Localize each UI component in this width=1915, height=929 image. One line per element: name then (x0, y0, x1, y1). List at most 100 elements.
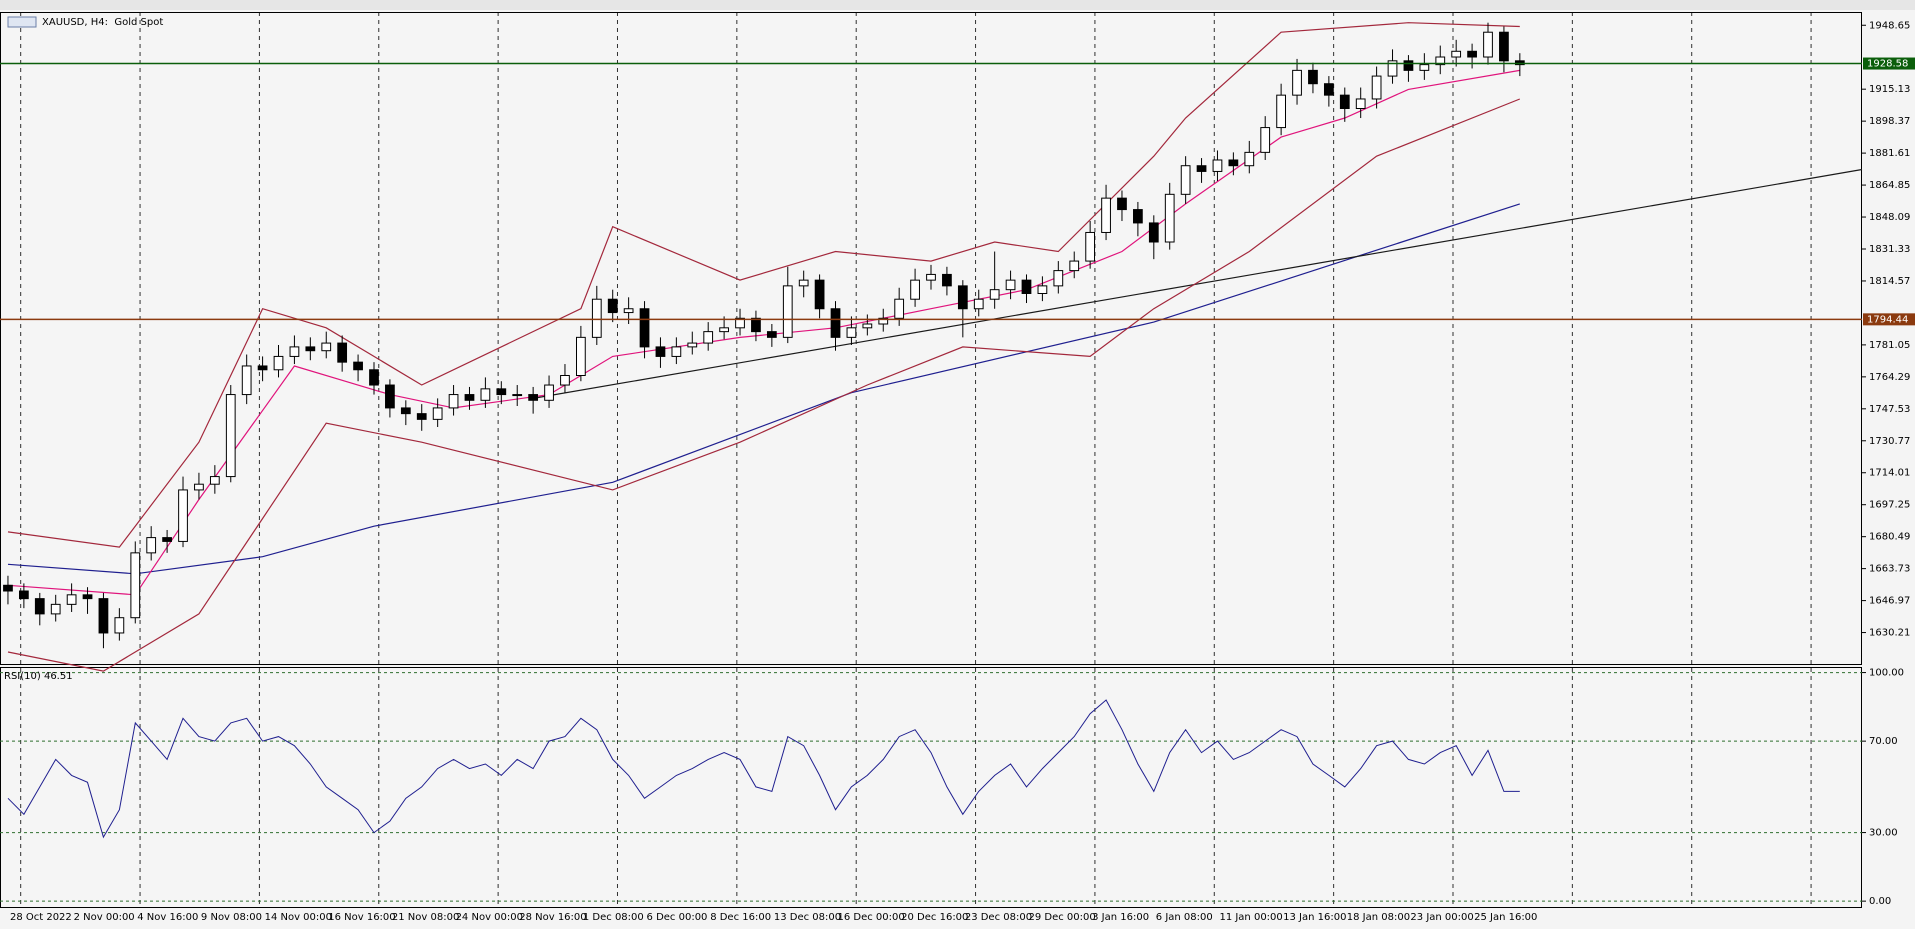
y-tick-label: 1663.73 (1869, 564, 1910, 575)
candle-body (496, 388, 507, 396)
x-tick-label: 9 Nov 08:00 (201, 912, 262, 923)
x-tick-label: 16 Dec 00:00 (838, 912, 905, 923)
candle-body (353, 361, 363, 371)
candle-body (1053, 270, 1064, 287)
x-tick-label: 1 Dec 08:00 (583, 912, 644, 923)
x-tick-label: 29 Dec 00:00 (1028, 912, 1095, 923)
candle-body (194, 483, 204, 491)
indicator-line (7, 22, 1520, 548)
candle-body (1339, 94, 1350, 110)
candle-body (1467, 50, 1477, 58)
candle-body (1148, 222, 1159, 243)
candle-body (607, 298, 618, 314)
x-tick-label: 23 Jan 00:00 (1410, 912, 1473, 923)
y-tick-label: 1781.05 (1869, 340, 1910, 351)
toolbar-strip (0, 0, 1915, 10)
y-tick-label: 1747.53 (1869, 404, 1910, 415)
candle-body (782, 285, 793, 338)
candle-body (878, 317, 889, 325)
candle-body (50, 603, 61, 615)
candle-body (1514, 60, 1525, 66)
x-tick-label: 11 Jan 00:00 (1219, 912, 1282, 923)
candle-body (1276, 94, 1286, 129)
candle-body (703, 331, 714, 344)
candle-body (178, 489, 188, 542)
candle-body (735, 317, 745, 329)
candle-body (1244, 151, 1255, 167)
candle-body (1037, 285, 1048, 294)
candle-body (1021, 279, 1032, 294)
x-tick-label: 21 Nov 08:00 (392, 912, 459, 923)
candle-body (894, 298, 905, 319)
candle-body (1323, 83, 1334, 96)
candle-body (241, 365, 252, 396)
candle-body (18, 590, 29, 600)
y-tick-label: 1630.21 (1869, 628, 1910, 639)
candle-body (257, 365, 268, 371)
candle-body (1483, 31, 1493, 58)
candle-body (130, 552, 141, 619)
candle-body (751, 317, 761, 333)
price-panel (0, 12, 1862, 665)
candle-body (687, 342, 698, 348)
candle-body (798, 279, 809, 287)
candle-body (957, 285, 968, 310)
plot-layer: 1948.65 1915.13 1898.37 1881.61 1864.85 1848.… (0, 12, 1915, 923)
candle-body (273, 355, 284, 371)
x-tick-label: 8 Dec 16:00 (710, 912, 771, 923)
candle-body (34, 598, 45, 615)
candle-body (1196, 165, 1207, 172)
candle-body (1117, 197, 1127, 211)
y-tick-label: 1714.01 (1869, 468, 1910, 479)
candle-body (1260, 127, 1271, 153)
y-tick-label: 1764.29 (1869, 372, 1910, 383)
x-tick-label: 20 Dec 16:00 (901, 912, 968, 923)
candle-body (591, 298, 602, 338)
y-tick-label: 1848.09 (1869, 212, 1910, 223)
candle-body (544, 384, 554, 401)
x-tick-label: 28 Nov 16:00 (519, 912, 586, 923)
candle-body (337, 342, 348, 363)
candle-body (146, 537, 157, 554)
y-tick-label: 1898.37 (1869, 116, 1910, 127)
x-tick-label: 6 Jan 08:00 (1156, 912, 1213, 923)
x-tick-label: 6 Dec 00:00 (647, 912, 708, 923)
y-tick-label: 70.00 (1869, 736, 1898, 747)
candle-body (1451, 50, 1462, 58)
candle-body (1212, 159, 1223, 172)
indicator-line (532, 168, 1863, 399)
candle-body (1292, 69, 1302, 96)
candle-body (1164, 193, 1175, 243)
x-tick-label: 13 Jan 16:00 (1283, 912, 1346, 923)
candle-body (480, 388, 491, 401)
candle-body (1355, 98, 1366, 110)
candle-body (385, 384, 395, 409)
price-level-label: 1928.58 (1867, 59, 1908, 70)
candle-body (321, 342, 332, 352)
candle-body (512, 394, 523, 397)
y-tick-label: 0.00 (1869, 896, 1891, 907)
candle-body (1101, 197, 1111, 233)
rsi-panel (0, 667, 1862, 908)
x-tick-label: 4 Nov 16:00 (137, 912, 198, 923)
y-tick-label: 100.00 (1869, 668, 1904, 679)
candle-body (66, 594, 77, 605)
candle-body (448, 394, 459, 409)
x-tick-label: 28 Oct 2022 (10, 912, 72, 923)
candle-body (528, 394, 539, 401)
candle-body (3, 584, 13, 592)
y-tick-label: 1948.65 (1869, 20, 1910, 31)
candle-body (1005, 279, 1016, 291)
symbol-icon (7, 16, 37, 28)
price-level-box (1863, 57, 1915, 70)
candle-body (162, 537, 172, 542)
x-tick-label: 3 Jan 16:00 (1092, 912, 1149, 923)
y-tick-label: 1730.77 (1869, 436, 1910, 447)
candle-body (1419, 64, 1430, 71)
y-tick-label: 1646.97 (1869, 596, 1910, 607)
candle-body (1387, 60, 1398, 77)
x-tick-label: 2 Nov 00:00 (74, 912, 135, 923)
y-tick-label: 1814.57 (1869, 276, 1910, 287)
